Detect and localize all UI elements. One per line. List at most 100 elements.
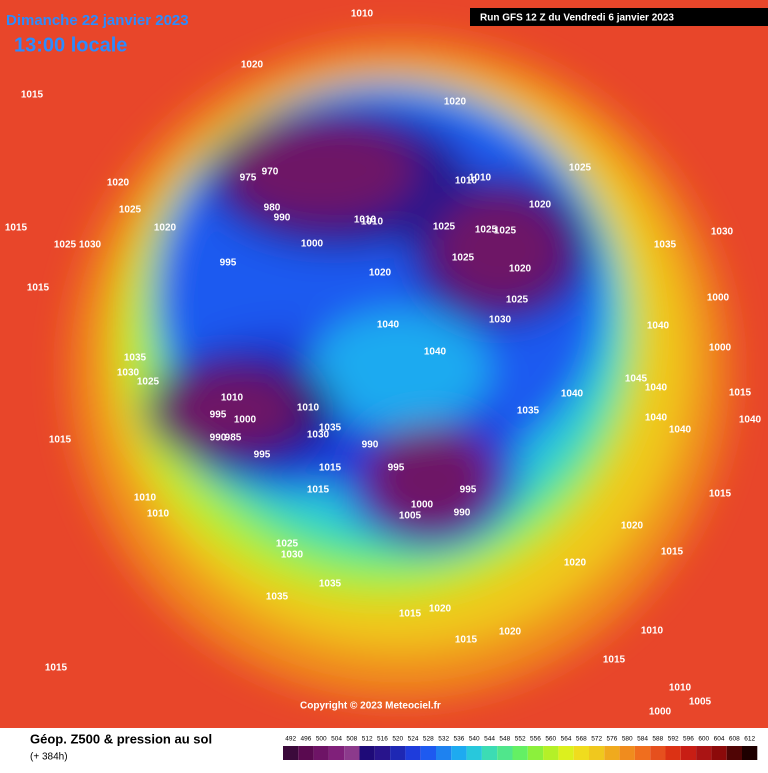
pressure-label: 1020 bbox=[107, 178, 130, 189]
pressure-label: 1020 bbox=[499, 627, 522, 638]
colorbar-label: 544 bbox=[484, 736, 495, 743]
pressure-label: 980 bbox=[264, 203, 281, 214]
colorbar-label: 608 bbox=[729, 736, 740, 743]
pressure-label: 990 bbox=[210, 433, 227, 444]
pressure-label: 1030 bbox=[79, 240, 102, 251]
pressure-label: 1020 bbox=[509, 264, 532, 275]
colorbar-swatch bbox=[405, 746, 421, 760]
pressure-label: 1030 bbox=[711, 227, 734, 238]
pressure-label: 1040 bbox=[739, 415, 762, 426]
time: 13:00 locale bbox=[14, 34, 127, 56]
colorbar-swatch bbox=[436, 746, 452, 760]
pressure-label: 1020 bbox=[444, 97, 467, 108]
run-info: Run GFS 12 Z du Vendredi 6 janvier 2023 bbox=[480, 13, 674, 24]
pressure-label: 970 bbox=[262, 167, 279, 178]
pressure-label: 1030 bbox=[307, 430, 330, 441]
colorbar-swatch bbox=[742, 746, 758, 760]
colorbar-label: 560 bbox=[545, 736, 556, 743]
colorbar-swatch bbox=[344, 746, 360, 760]
pressure-label: 1000 bbox=[707, 293, 730, 304]
pressure-label: 1015 bbox=[27, 283, 50, 294]
pressure-label: 1000 bbox=[301, 239, 324, 250]
colorbar-swatch bbox=[466, 746, 482, 760]
pressure-label: 1010 bbox=[354, 215, 377, 226]
colorbar-swatch bbox=[451, 746, 467, 760]
colorbar-swatch bbox=[527, 746, 544, 760]
pressure-label: 1025 bbox=[494, 226, 517, 237]
pressure-label: 1040 bbox=[647, 321, 670, 332]
pressure-label: 1010 bbox=[134, 493, 157, 504]
pressure-label: 1030 bbox=[117, 368, 140, 379]
colorbar-label: 500 bbox=[316, 736, 327, 743]
pressure-label: 1020 bbox=[369, 268, 392, 279]
date: Dimanche 22 janvier 2023 bbox=[6, 12, 189, 29]
pressure-label: 990 bbox=[454, 508, 471, 519]
pressure-label: 1035 bbox=[654, 240, 677, 251]
colorbar-swatch bbox=[543, 746, 559, 760]
pressure-label: 1010 bbox=[455, 176, 478, 187]
pressure-label: 1015 bbox=[21, 90, 44, 101]
pressure-label: 1015 bbox=[399, 609, 422, 620]
colorbar-swatch bbox=[283, 746, 299, 760]
pressure-label: 1010 bbox=[351, 9, 374, 20]
pressure-label: 1000 bbox=[411, 500, 434, 511]
colorbar-label: 556 bbox=[530, 736, 541, 743]
pressure-label: 995 bbox=[254, 450, 271, 461]
pressure-label: 1045 bbox=[625, 374, 648, 385]
colorbar-label: 588 bbox=[652, 736, 663, 743]
colorbar-swatch bbox=[711, 746, 727, 760]
colorbar-swatch bbox=[512, 746, 528, 760]
colorbar-swatch bbox=[589, 746, 605, 760]
map-field bbox=[0, 0, 768, 728]
pressure-label: 1040 bbox=[645, 413, 668, 424]
colorbar-swatch bbox=[298, 746, 314, 760]
pressure-label: 1015 bbox=[661, 547, 684, 558]
colorbar-swatch bbox=[313, 746, 329, 760]
colorbar-label: 540 bbox=[469, 736, 480, 743]
pressure-label: 1025 bbox=[569, 163, 592, 174]
pressure-label: 1015 bbox=[319, 463, 342, 474]
pressure-label: 1040 bbox=[377, 320, 400, 331]
pressure-label: 1020 bbox=[621, 521, 644, 532]
colorbar-label: 532 bbox=[438, 736, 449, 743]
pressure-label: 1025 bbox=[54, 240, 77, 251]
colorbar-label: 520 bbox=[392, 736, 403, 743]
colorbar-label: 496 bbox=[301, 736, 312, 743]
colorbar-label: 504 bbox=[331, 736, 342, 743]
pressure-label: 1040 bbox=[669, 425, 692, 436]
colorbar-label: 572 bbox=[591, 736, 602, 743]
pressure-label: 995 bbox=[220, 258, 237, 269]
pressure-label: 1010 bbox=[221, 393, 244, 404]
colorbar-label: 516 bbox=[377, 736, 388, 743]
pressure-label: 1000 bbox=[709, 343, 732, 354]
pressure-label: 985 bbox=[225, 433, 242, 444]
colorbar-label: 564 bbox=[561, 736, 572, 743]
pressure-label: 1040 bbox=[424, 347, 447, 358]
copyright: Copyright © 2023 Meteociel.fr bbox=[300, 701, 441, 712]
pressure-label: 1020 bbox=[241, 60, 264, 71]
pressure-label: 1010 bbox=[669, 683, 692, 694]
run-box bbox=[470, 8, 768, 26]
colorbar-swatch bbox=[619, 746, 635, 760]
pressure-label: 1020 bbox=[429, 604, 452, 615]
pressure-label: 1010 bbox=[641, 626, 664, 637]
pressure-label: 1035 bbox=[319, 423, 342, 434]
colorbar-label: 524 bbox=[408, 736, 419, 743]
pressure-label: 1035 bbox=[319, 579, 342, 590]
colorbar-label: 612 bbox=[744, 736, 755, 743]
colorbar-label: 536 bbox=[454, 736, 465, 743]
pressure-label: 1025 bbox=[452, 253, 475, 264]
pressure-label: 1025 bbox=[137, 377, 160, 388]
colorbar-label: 596 bbox=[683, 736, 694, 743]
colorbar-label: 604 bbox=[714, 736, 725, 743]
colorbar-swatch bbox=[726, 746, 742, 760]
pressure-label: 1015 bbox=[307, 485, 330, 496]
colorbar-swatch bbox=[665, 746, 681, 760]
colorbar-label: 600 bbox=[698, 736, 709, 743]
colorbar-label: 552 bbox=[515, 736, 526, 743]
pressure-label: 990 bbox=[362, 440, 379, 451]
colorbar-swatch bbox=[650, 746, 666, 760]
pressure-label: 1040 bbox=[645, 383, 668, 394]
pressure-label: 1030 bbox=[281, 550, 304, 561]
